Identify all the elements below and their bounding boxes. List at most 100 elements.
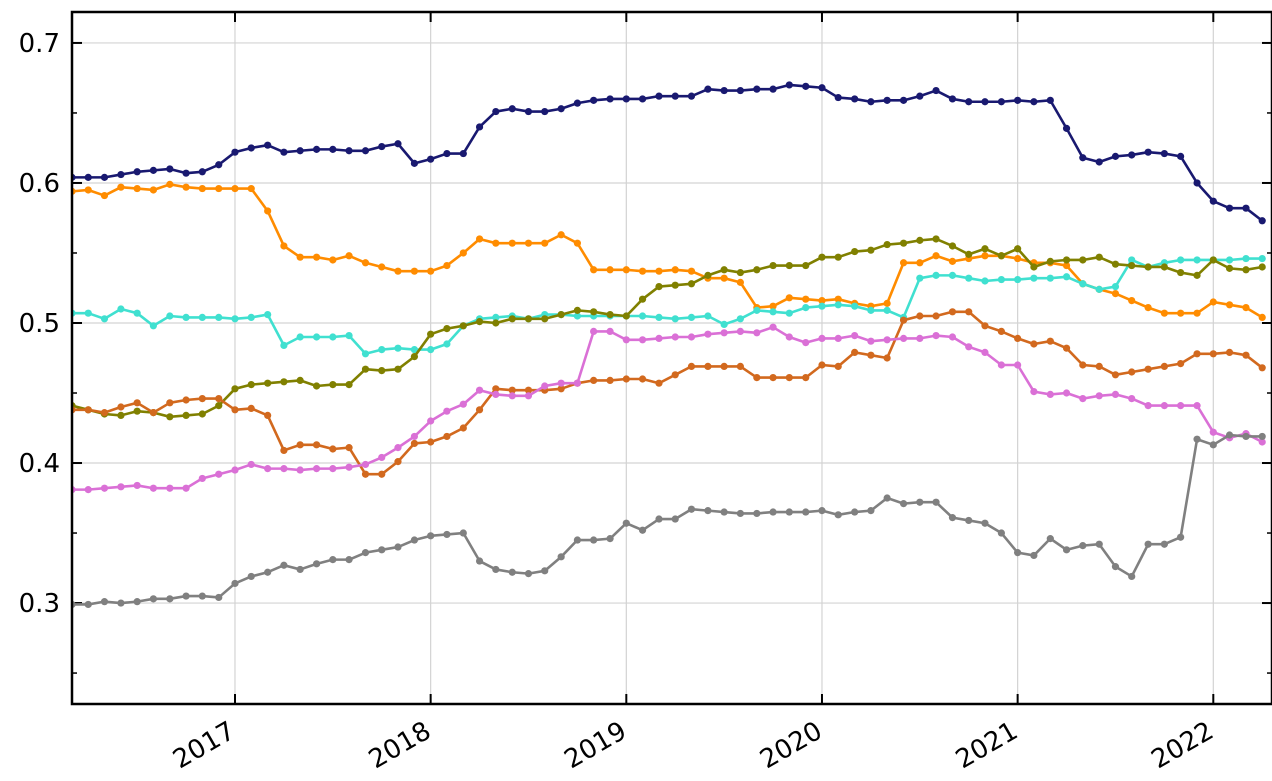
series-point <box>916 259 924 267</box>
series-point <box>834 253 842 261</box>
series-point <box>198 474 206 483</box>
series-point <box>198 168 206 176</box>
series-point <box>851 247 859 256</box>
series-point <box>345 444 353 452</box>
series-point <box>312 560 321 568</box>
series-point <box>117 305 125 313</box>
series-point <box>704 312 712 320</box>
series-point <box>1144 365 1152 373</box>
series-point <box>753 85 761 93</box>
series-point <box>166 399 174 407</box>
x-tick-label: 2017 <box>168 716 240 775</box>
series-point <box>883 96 891 104</box>
series-point <box>182 411 190 420</box>
series-point <box>704 271 712 279</box>
series-point <box>867 507 875 515</box>
series-point <box>622 312 630 320</box>
series-line <box>72 83 1264 222</box>
series-point <box>117 170 125 179</box>
series-point <box>606 310 614 319</box>
series-point <box>997 252 1005 260</box>
series-point <box>802 303 810 312</box>
series-point <box>100 409 109 417</box>
series-point <box>655 334 663 342</box>
series-point <box>524 570 533 578</box>
series-point <box>622 336 630 344</box>
series-point <box>818 302 826 310</box>
series-point <box>965 343 973 351</box>
series-point <box>508 239 516 247</box>
series-point <box>638 267 647 275</box>
series-point <box>1014 96 1022 104</box>
series-point <box>247 460 255 469</box>
series-point <box>508 315 516 323</box>
series-point <box>1062 546 1071 554</box>
series-point <box>508 386 516 394</box>
series-point <box>606 535 614 543</box>
series-point <box>1160 402 1168 410</box>
series-point <box>329 145 337 153</box>
series-point <box>1258 263 1266 271</box>
series-point <box>883 240 891 249</box>
series-point <box>492 313 500 321</box>
series-point <box>704 85 712 93</box>
series-point <box>867 246 875 254</box>
series-point <box>149 322 157 330</box>
series-point <box>1014 334 1022 342</box>
series-point <box>1095 285 1103 293</box>
series-point <box>769 374 777 382</box>
series-point <box>704 362 712 371</box>
series-point <box>622 375 630 383</box>
series-point <box>84 406 92 414</box>
series-point <box>557 105 565 113</box>
series-point <box>215 395 223 403</box>
series-point <box>1046 274 1054 282</box>
series-point <box>329 556 337 564</box>
series-point <box>1209 441 1217 449</box>
series-point <box>655 313 663 321</box>
series-point <box>280 378 288 386</box>
series-point <box>215 313 223 321</box>
series-point <box>296 253 304 261</box>
series-point <box>264 411 272 420</box>
series-point <box>345 381 353 389</box>
series-point <box>1046 535 1054 543</box>
series-point <box>1160 362 1168 371</box>
series-point <box>965 274 973 282</box>
series-point <box>1144 540 1152 548</box>
series-point <box>198 184 206 193</box>
series-point <box>671 266 679 274</box>
series-point <box>280 148 288 156</box>
series-point <box>410 439 419 448</box>
series-point <box>1209 256 1217 264</box>
series-point <box>1177 268 1185 277</box>
series-point <box>1225 431 1234 439</box>
series-point <box>345 252 353 260</box>
series-point <box>1225 256 1234 264</box>
series-point <box>459 322 467 330</box>
x-tick-label: 2020 <box>755 716 827 775</box>
series-point <box>916 92 924 100</box>
series-point <box>117 483 125 491</box>
series-point <box>166 312 174 320</box>
series-point <box>622 95 630 103</box>
series-point <box>720 508 728 516</box>
series-point <box>361 350 370 358</box>
series-point <box>84 186 92 194</box>
series-point <box>1242 303 1250 312</box>
series-point <box>1128 296 1136 305</box>
series-point <box>687 280 696 288</box>
series-point <box>1095 540 1103 548</box>
series-point <box>720 362 728 371</box>
plot-area <box>72 81 1266 609</box>
x-tick-label: 2019 <box>560 716 632 775</box>
series-point <box>1177 533 1185 541</box>
series-point <box>997 361 1005 369</box>
series-point <box>280 465 288 473</box>
series-point <box>606 376 614 385</box>
series-point <box>117 183 125 191</box>
series-point <box>1095 253 1103 261</box>
series-point <box>1030 388 1038 396</box>
series-point <box>1014 549 1022 557</box>
series-point <box>687 267 696 275</box>
